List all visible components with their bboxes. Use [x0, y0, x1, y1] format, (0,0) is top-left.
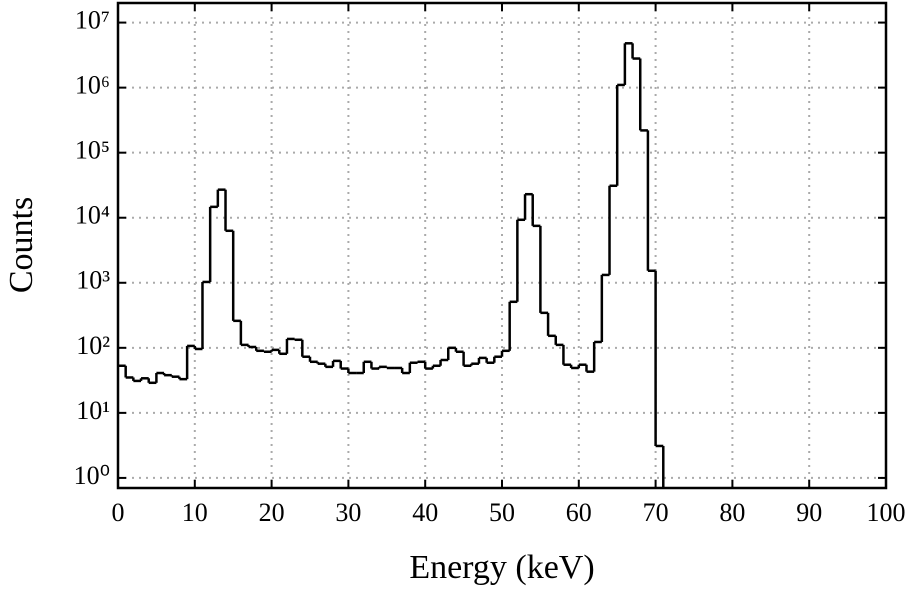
plot-frame [116, 1, 888, 490]
y-tick-label: 10¹ [76, 396, 110, 425]
x-tick-label: 10 [182, 498, 208, 527]
x-tick-label: 30 [335, 498, 361, 527]
x-tick-label: 70 [643, 498, 669, 527]
y-tick-label: 10² [76, 331, 110, 360]
y-tick-label: 10³ [76, 266, 110, 295]
y-tick-label: 10⁴ [75, 201, 110, 230]
x-tick-label: 90 [796, 498, 822, 527]
y-tick-label: 10⁶ [75, 71, 110, 100]
x-tick-label: 100 [867, 498, 906, 527]
y-tick-label: 10⁰ [74, 461, 110, 490]
x-tick-label: 40 [412, 498, 438, 527]
x-tick-label: 0 [112, 498, 125, 527]
y-axis-label: Counts [3, 197, 40, 293]
x-tick-label: 60 [566, 498, 592, 527]
y-tick-label: 10⁷ [75, 6, 110, 35]
x-axis-label: Energy (keV) [409, 549, 594, 586]
x-tick-label: 80 [719, 498, 745, 527]
x-tick-label: 50 [489, 498, 515, 527]
y-tick-label: 10⁵ [75, 136, 110, 165]
x-tick-label: 20 [259, 498, 285, 527]
